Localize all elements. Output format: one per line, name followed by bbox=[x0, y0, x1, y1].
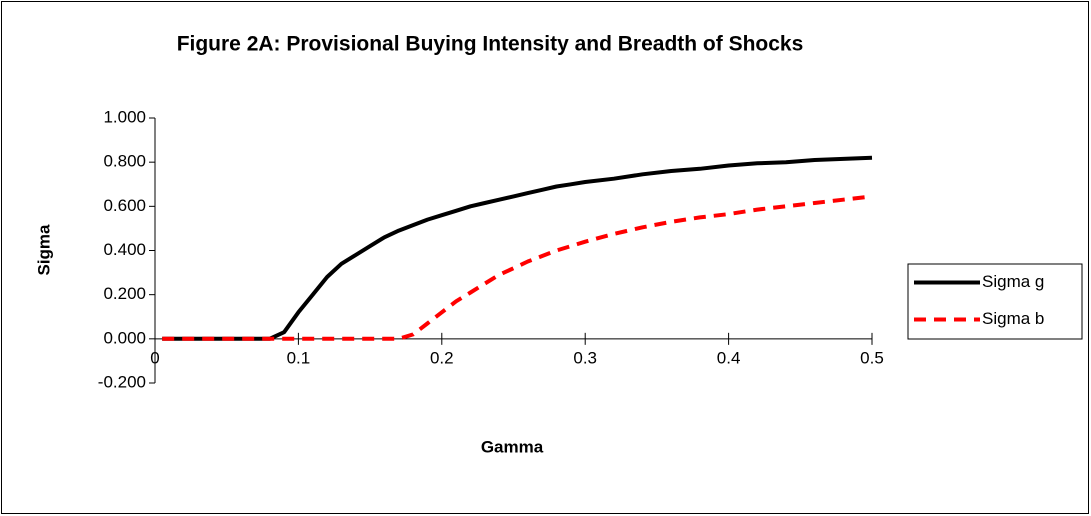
y-tick-label: 0.400 bbox=[103, 240, 146, 259]
x-tick-label: 0.4 bbox=[717, 348, 741, 367]
y-tick-label: 0.800 bbox=[103, 152, 146, 171]
x-axis-title: Gamma bbox=[481, 437, 544, 456]
x-tick-label: 0.1 bbox=[287, 348, 311, 367]
x-tick-label: 0.5 bbox=[860, 348, 884, 367]
x-tick-label: 0 bbox=[150, 348, 159, 367]
y-tick-label: 0.000 bbox=[103, 328, 146, 347]
y-tick-label: 0.600 bbox=[103, 196, 146, 215]
series-line bbox=[162, 194, 873, 341]
legend-box bbox=[907, 263, 1083, 340]
legend-label: Sigma b bbox=[982, 309, 1044, 328]
chart-title: Figure 2A: Provisional Buying Intensity … bbox=[177, 33, 804, 56]
series-line bbox=[162, 155, 873, 341]
x-tick-label: 0.2 bbox=[430, 348, 454, 367]
y-tick-label: -0.200 bbox=[98, 372, 146, 391]
legend-label: Sigma g bbox=[982, 272, 1044, 291]
y-tick-label: 0.200 bbox=[103, 284, 146, 303]
x-tick-label: 0.3 bbox=[573, 348, 597, 367]
y-tick-label: 1.000 bbox=[103, 107, 146, 126]
y-axis-title: Sigma bbox=[34, 224, 53, 276]
